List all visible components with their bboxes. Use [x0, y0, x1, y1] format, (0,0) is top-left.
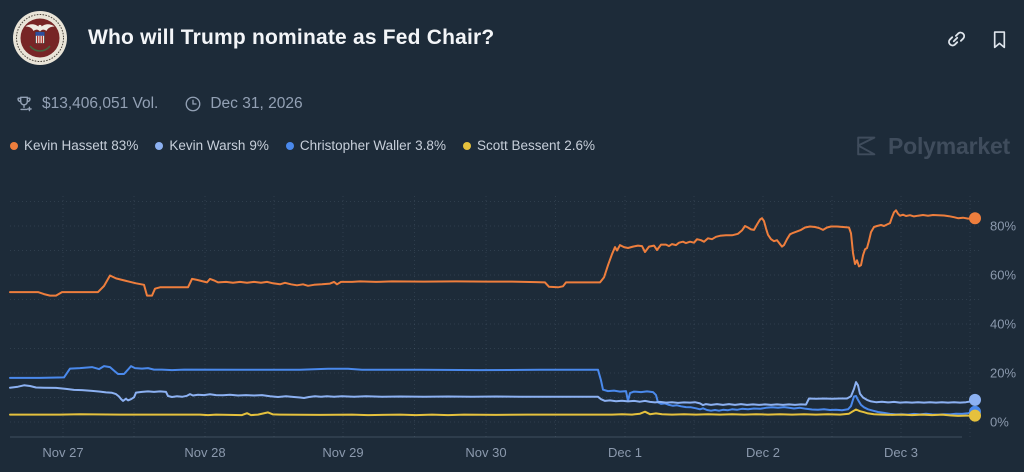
- polymarket-wordmark: Polymarket: [887, 133, 1010, 159]
- series-dot-icon: [155, 141, 164, 150]
- svg-text:0%: 0%: [990, 415, 1009, 430]
- market-stats: $13,406,051 Vol. Dec 31, 2026: [14, 94, 303, 114]
- svg-text:80%: 80%: [990, 219, 1016, 234]
- svg-text:Dec 3: Dec 3: [884, 445, 918, 460]
- market-header: Who will Trump nominate as Fed Chair?: [12, 10, 494, 66]
- legend-item-kevin-warsh[interactable]: Kevin Warsh 9%: [155, 138, 269, 153]
- link-icon: [948, 31, 965, 47]
- price-chart-svg: 0% 20% 40% 60% 80% Nov 27 Nov 28 Nov 29 Nov 30 De…: [9, 196, 1016, 460]
- end-date: Dec 31, 2026: [210, 95, 303, 112]
- svg-text:Dec 2: Dec 2: [746, 445, 780, 460]
- svg-text:20%: 20%: [990, 366, 1016, 381]
- series-dot-icon: [10, 141, 18, 150]
- svg-text:Dec 1: Dec 1: [608, 445, 642, 460]
- svg-text:60%: 60%: [990, 268, 1016, 283]
- trophy-icon: [17, 96, 32, 112]
- svg-text:Nov 30: Nov 30: [465, 445, 506, 460]
- clock-icon: [185, 96, 201, 112]
- bookmark-button[interactable]: [989, 28, 1010, 51]
- svg-text:Nov 27: Nov 27: [42, 445, 83, 460]
- copy-link-button[interactable]: [944, 28, 967, 51]
- polymarket-logo-icon: [857, 136, 876, 156]
- series-dot-icon: [462, 141, 471, 150]
- chart-legend: Kevin Hassett 83% Kevin Warsh 9% Christoph…: [10, 138, 595, 153]
- page-title: Who will Trump nominate as Fed Chair?: [88, 26, 495, 49]
- svg-text:40%: 40%: [990, 317, 1016, 332]
- svg-text:Nov 28: Nov 28: [184, 445, 225, 460]
- federal-reserve-seal-logo: [13, 11, 67, 65]
- legend-item-christopher-waller[interactable]: Christopher Waller 3.8%: [285, 138, 446, 153]
- svg-text:Nov 29: Nov 29: [322, 445, 363, 460]
- polymarket-watermark: Polymarket: [852, 133, 1010, 160]
- series-dot-icon: [285, 141, 294, 150]
- bookmark-icon: [993, 31, 1006, 49]
- legend-item-kevin-hassett[interactable]: Kevin Hassett 83%: [10, 138, 138, 153]
- legend-item-scott-bessent[interactable]: Scott Bessent 2.6%: [462, 138, 595, 153]
- volume-value: $13,406,051 Vol.: [42, 95, 159, 112]
